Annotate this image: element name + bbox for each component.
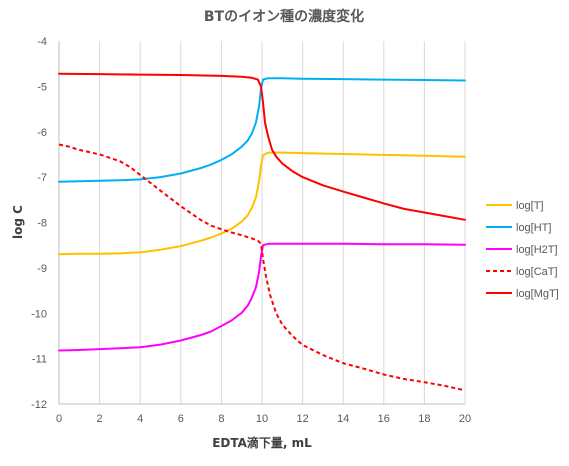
x-tick-label: 6 xyxy=(178,413,184,425)
x-tick-label: 2 xyxy=(97,413,103,425)
x-tick-label: 8 xyxy=(218,413,224,425)
x-tick-label: 20 xyxy=(459,413,471,425)
x-tick-label: 12 xyxy=(296,413,308,425)
y-tick-label: -8 xyxy=(37,218,47,230)
y-tick-label: -4 xyxy=(37,36,47,48)
series-line-0 xyxy=(58,151,466,256)
legend-label: log[H2T] xyxy=(516,244,558,256)
series-line-3 xyxy=(58,143,466,392)
series-line-4 xyxy=(58,72,466,221)
series-line-1 xyxy=(58,77,466,183)
x-tick-label: 0 xyxy=(56,413,62,425)
y-tick-label: -7 xyxy=(37,172,47,184)
y-axis-label: log C xyxy=(11,205,25,239)
series xyxy=(58,72,466,392)
y-tick-label: -12 xyxy=(31,399,47,411)
y-tick-label: -5 xyxy=(37,81,47,93)
y-tick-label: -6 xyxy=(37,127,47,139)
x-tick-label: 14 xyxy=(337,413,349,425)
axes xyxy=(58,41,465,405)
legend-label: log[HT] xyxy=(516,222,551,234)
x-tick-label: 4 xyxy=(137,413,143,425)
legend-label: log[MgT] xyxy=(516,288,559,300)
legend-label: log[CaT] xyxy=(516,266,558,278)
x-axis-label: EDTA滴下量, mL xyxy=(212,435,312,450)
legend-label: log[T] xyxy=(516,200,544,212)
y-tick-label: -9 xyxy=(37,263,47,275)
series-line-2 xyxy=(58,242,466,352)
y-tick-label: -11 xyxy=(32,354,47,366)
x-tick-label: 10 xyxy=(256,413,268,425)
legend: log[T] log[HT] log[H2T] log[CaT] log[MgT] xyxy=(486,200,559,300)
y-tick-label: -10 xyxy=(31,308,47,320)
x-tick-label: 18 xyxy=(418,413,430,425)
grid xyxy=(99,41,466,404)
tick-labels: 0 2 4 6 8 10 12 14 16 18 20 -12 -11 -10 -9 -8 -7 -6 -5 -4 xyxy=(31,36,471,425)
chart-title: BTのイオン種の濃度変化 xyxy=(204,8,364,25)
x-tick-label: 16 xyxy=(378,413,390,425)
